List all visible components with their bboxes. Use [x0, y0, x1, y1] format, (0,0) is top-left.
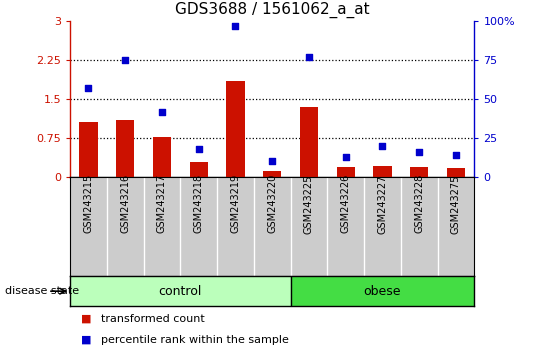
Bar [336, 167, 355, 177]
Text: transformed count: transformed count [101, 314, 205, 324]
Point [121, 57, 129, 63]
Bar [291, 276, 474, 306]
Bar [410, 167, 429, 177]
Text: ■: ■ [81, 335, 91, 345]
Point [195, 146, 203, 152]
Bar [190, 162, 208, 177]
Text: percentile rank within the sample: percentile rank within the sample [101, 335, 289, 345]
Text: obese: obese [364, 285, 401, 298]
Bar [263, 171, 281, 177]
Bar [300, 107, 318, 177]
Point [157, 109, 166, 114]
Point [341, 154, 350, 160]
Bar [226, 81, 245, 177]
Point [84, 85, 93, 91]
Bar [79, 122, 98, 177]
Point [452, 152, 460, 158]
Point [305, 54, 313, 60]
Bar [373, 166, 392, 177]
Bar [153, 137, 171, 177]
Text: ■: ■ [81, 314, 91, 324]
Title: GDS3688 / 1561062_a_at: GDS3688 / 1561062_a_at [175, 2, 370, 18]
Point [415, 149, 424, 155]
Bar [116, 120, 134, 177]
Point [268, 159, 277, 164]
Text: disease state: disease state [5, 286, 80, 296]
Text: control: control [158, 285, 202, 298]
Point [231, 23, 240, 29]
Bar [447, 168, 465, 177]
Bar [70, 276, 291, 306]
Point [378, 143, 387, 149]
